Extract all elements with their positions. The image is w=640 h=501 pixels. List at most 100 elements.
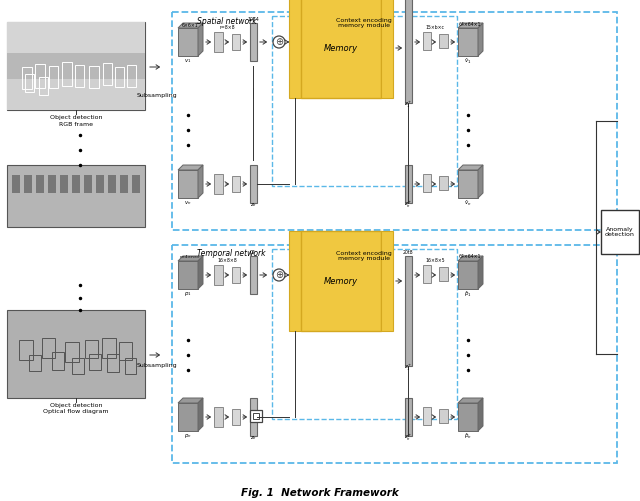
- Bar: [458, 170, 478, 198]
- Text: $z_1^+$: $z_1^+$: [404, 100, 412, 110]
- Bar: [85, 340, 98, 358]
- Text: 02: 02: [250, 249, 256, 255]
- Bar: [96, 175, 104, 193]
- Bar: [127, 65, 136, 87]
- Bar: [7, 22, 145, 53]
- Polygon shape: [178, 165, 203, 170]
- Text: $z_n^+$: $z_n^+$: [404, 433, 412, 443]
- Text: n×4×n×c: n×4×n×c: [180, 255, 200, 259]
- Bar: [214, 32, 223, 52]
- Text: Context encoding
memory module: Context encoding memory module: [336, 18, 392, 29]
- Polygon shape: [198, 23, 203, 56]
- Bar: [22, 67, 32, 89]
- Text: RGB frame: RGB frame: [59, 122, 93, 126]
- Bar: [172, 12, 617, 230]
- Bar: [7, 165, 145, 226]
- Bar: [19, 340, 33, 360]
- Bar: [52, 352, 64, 370]
- Bar: [178, 403, 198, 431]
- Bar: [253, 413, 259, 419]
- Bar: [132, 175, 140, 193]
- Bar: [272, 249, 457, 419]
- Text: Spatial network: Spatial network: [197, 17, 257, 26]
- Bar: [423, 174, 431, 192]
- Bar: [423, 407, 431, 425]
- Bar: [172, 245, 617, 463]
- Text: $\hat{v}_n$: $\hat{v}_n$: [464, 198, 472, 208]
- Text: 16×8×8: 16×8×8: [217, 258, 237, 263]
- Bar: [250, 23, 257, 61]
- Bar: [405, 0, 412, 103]
- Bar: [232, 176, 240, 192]
- Bar: [214, 265, 223, 285]
- Text: 64×64×1: 64×64×1: [459, 22, 481, 27]
- Bar: [250, 165, 257, 203]
- Text: 16×8×5: 16×8×5: [425, 258, 445, 263]
- Polygon shape: [478, 165, 483, 198]
- Text: Fig. 1  Network Framework: Fig. 1 Network Framework: [241, 488, 399, 498]
- Bar: [25, 74, 34, 92]
- Bar: [439, 267, 448, 281]
- Polygon shape: [458, 165, 483, 170]
- Text: 64×64×1: 64×64×1: [459, 255, 481, 260]
- Bar: [24, 175, 32, 193]
- Text: ⊕: ⊕: [275, 37, 283, 47]
- Bar: [405, 165, 412, 203]
- Polygon shape: [478, 23, 483, 56]
- Bar: [405, 398, 412, 436]
- Polygon shape: [178, 23, 203, 28]
- Text: $z_n^+$: $z_n^+$: [404, 200, 412, 210]
- Bar: [232, 409, 240, 425]
- Bar: [7, 310, 145, 398]
- Text: 15×b×c: 15×b×c: [426, 25, 445, 30]
- Bar: [75, 65, 84, 87]
- Bar: [12, 175, 20, 193]
- Text: Optical flow diagram: Optical flow diagram: [44, 409, 109, 414]
- Polygon shape: [458, 23, 483, 28]
- Bar: [423, 265, 431, 283]
- Text: Memory: Memory: [324, 44, 358, 53]
- Bar: [289, 0, 301, 98]
- Bar: [423, 32, 431, 50]
- Text: $p_n$: $p_n$: [184, 432, 192, 440]
- Polygon shape: [478, 398, 483, 431]
- Bar: [125, 358, 136, 374]
- Bar: [108, 175, 116, 193]
- Bar: [115, 67, 124, 87]
- Bar: [107, 354, 119, 372]
- Text: Subsampling: Subsampling: [137, 93, 177, 98]
- Bar: [178, 170, 198, 198]
- Bar: [250, 410, 262, 422]
- Bar: [7, 79, 145, 110]
- Polygon shape: [478, 256, 483, 289]
- Text: $p_1$: $p_1$: [184, 290, 192, 298]
- Bar: [214, 407, 223, 427]
- Bar: [42, 338, 55, 358]
- Polygon shape: [458, 398, 483, 403]
- Bar: [250, 256, 257, 294]
- Text: $z_n$: $z_n$: [250, 434, 257, 442]
- Text: 6×6×1: 6×6×1: [182, 23, 198, 28]
- Bar: [439, 176, 448, 190]
- Bar: [289, 231, 301, 331]
- Bar: [250, 398, 257, 436]
- Text: r=8×8: r=8×8: [219, 25, 235, 30]
- Bar: [381, 0, 393, 98]
- Text: Temporal network: Temporal network: [197, 249, 266, 259]
- Bar: [60, 175, 68, 193]
- Polygon shape: [198, 256, 203, 289]
- Polygon shape: [178, 398, 203, 403]
- Text: $v_n$: $v_n$: [184, 199, 192, 207]
- Bar: [62, 62, 72, 86]
- Bar: [178, 261, 198, 289]
- Bar: [7, 22, 145, 110]
- Bar: [89, 66, 99, 88]
- Bar: [48, 175, 56, 193]
- Bar: [458, 261, 478, 289]
- Bar: [232, 34, 240, 50]
- Text: 20t8: 20t8: [403, 249, 413, 255]
- Bar: [272, 16, 457, 186]
- Bar: [72, 358, 84, 374]
- Bar: [89, 354, 101, 370]
- Bar: [214, 174, 223, 194]
